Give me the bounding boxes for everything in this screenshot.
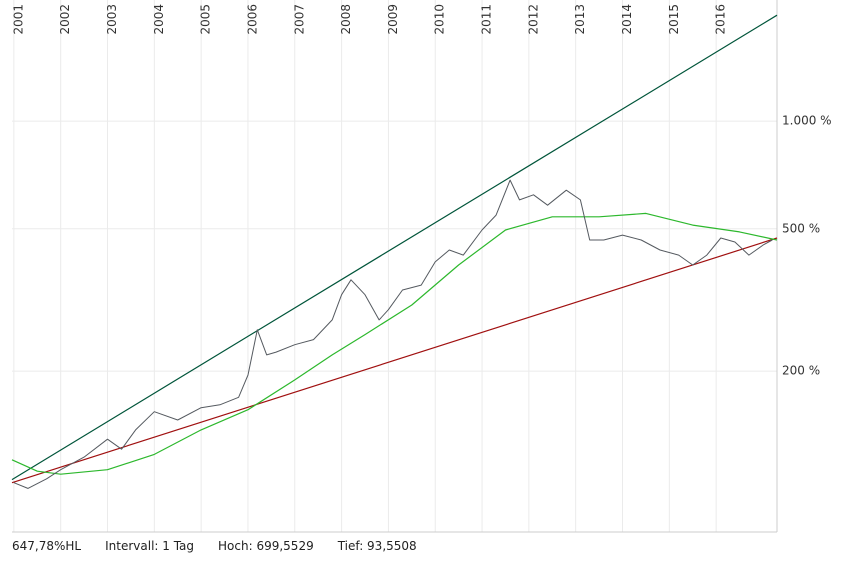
series-line xyxy=(13,179,773,489)
info-text: Hoch: 699,5529 xyxy=(218,539,314,553)
x-tick-label: 2007 xyxy=(292,4,306,35)
x-tick-label: 2014 xyxy=(620,4,634,35)
x-tick-label: 2002 xyxy=(58,4,72,35)
x-tick-label: 2001 xyxy=(11,4,25,35)
series-line xyxy=(11,237,778,484)
series-line xyxy=(11,14,778,481)
x-tick-label: 2012 xyxy=(526,4,540,35)
y-tick-label: 1.000 % xyxy=(782,114,832,128)
x-tick-label: 2015 xyxy=(667,4,681,35)
info-text: Intervall: 1 Tag xyxy=(105,539,195,553)
x-tick-label: 2010 xyxy=(433,4,447,35)
x-tick-label: 2004 xyxy=(152,4,166,35)
y-tick-label: 500 % xyxy=(782,221,820,235)
chart: 2001 2002 2003 2004 2005 2006 2007 2008 2009 2010… xyxy=(11,0,832,533)
x-tick-label: 2011 xyxy=(480,4,494,35)
x-tick-label: 2013 xyxy=(573,4,587,35)
info-text: Tief: 93,5508 xyxy=(337,539,417,553)
x-tick-label: 2003 xyxy=(105,4,119,35)
x-tick-label: 2016 xyxy=(714,4,728,35)
x-tick-label: 2008 xyxy=(339,4,353,35)
series-line xyxy=(11,212,778,475)
y-tick-label: 200 % xyxy=(782,364,820,378)
x-tick-label: 2006 xyxy=(245,4,259,35)
x-tick-label: 2009 xyxy=(386,4,400,35)
footer: 647,78%HL Intervall: 1 Tag Hoch: 699,5529 T… xyxy=(12,536,417,556)
x-tick-label: 2005 xyxy=(199,4,213,35)
info-text: 647,78%HL xyxy=(12,539,82,553)
